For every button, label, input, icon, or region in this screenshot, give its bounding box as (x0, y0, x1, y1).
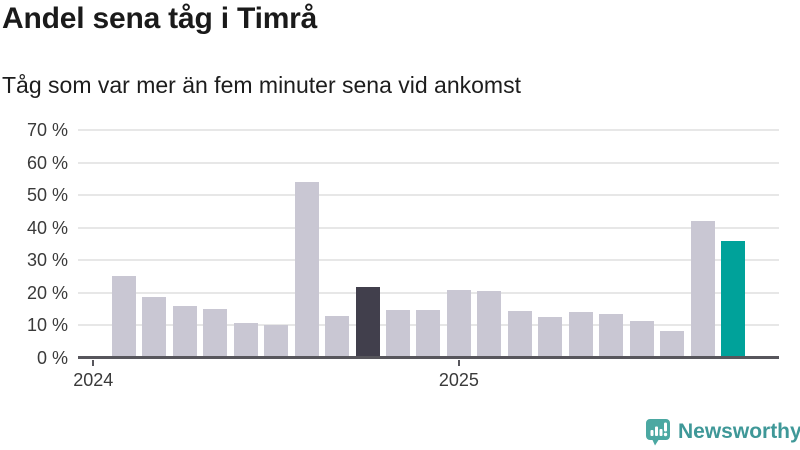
bar (629, 320, 654, 358)
gridline (78, 226, 779, 229)
bar (538, 317, 563, 358)
bar (660, 331, 685, 358)
x-axis-tick (457, 360, 460, 366)
bar (264, 325, 289, 358)
y-axis-tick-label: 70 % (26, 120, 68, 140)
bar (507, 311, 532, 358)
chart-title: Andel sena tåg i Timrå (2, 2, 318, 35)
plot-area: 0 % 10 % 20 % 30 % 40 % 50 % 60 % 70 % 2024 2025 (27, 120, 779, 390)
x-axis-line (78, 356, 779, 359)
newsworthy-logo: Newsworthy (645, 418, 800, 446)
gridline (78, 161, 779, 164)
bar (690, 220, 715, 358)
bar (233, 323, 258, 358)
bar (599, 314, 624, 358)
bar-highlight-previous-year (355, 287, 380, 358)
bar (203, 308, 228, 358)
bar (111, 275, 136, 358)
y-axis-tick-label: 40 % (26, 217, 68, 238)
y-axis-tick-label: 50 % (26, 185, 68, 206)
gridline (78, 194, 779, 197)
newsworthy-bubble-chart-icon (645, 418, 671, 446)
bar (416, 309, 441, 358)
bar (568, 312, 593, 358)
y-axis-tick-label: 20 % (26, 282, 68, 303)
bar (477, 290, 502, 358)
y-axis-tick-label: 10 % (26, 315, 68, 336)
bar (172, 305, 197, 358)
y-axis-tick-label: 30 % (26, 250, 68, 271)
gridline (78, 259, 779, 262)
x-axis-tick-label: 2024 (73, 370, 114, 390)
bar (385, 309, 410, 358)
bar-highlight-current-month (721, 241, 746, 358)
x-axis-tick-label: 2025 (438, 370, 479, 390)
gridline (78, 291, 779, 294)
x-axis-tick (92, 360, 95, 366)
gridline (78, 129, 779, 131)
bar (142, 297, 167, 358)
bar (446, 289, 471, 358)
bar (294, 182, 319, 358)
chart-subtitle: Tåg som var mer än fem minuter sena vid … (2, 72, 521, 98)
y-axis-tick-label: 60 % (26, 152, 68, 173)
y-axis-tick-label: 0 % (36, 348, 68, 368)
newsworthy-wordmark: Newsworthy (678, 420, 800, 443)
bar (325, 316, 350, 358)
